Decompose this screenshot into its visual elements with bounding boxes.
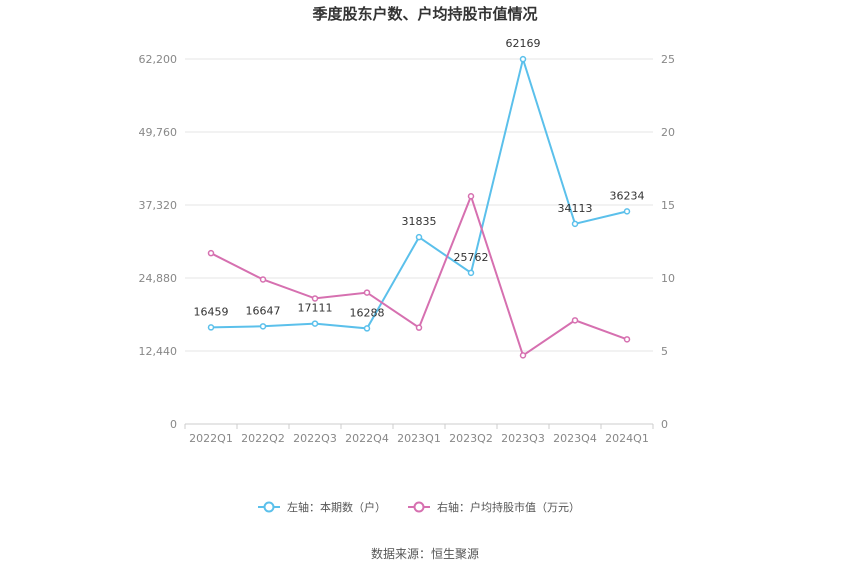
- x-tick-label: 2023Q4: [553, 432, 597, 445]
- legend-label: 左轴：本期数（户）: [287, 500, 386, 514]
- data-point-0[interactable]: [207, 324, 215, 331]
- legend-marker-icon: [413, 501, 425, 513]
- data-point-0[interactable]: [623, 208, 631, 215]
- series-lines: [207, 55, 631, 359]
- left-y-tick-label: 24,880: [139, 272, 178, 285]
- data-label: 34113: [558, 202, 593, 215]
- x-tick-label: 2024Q1: [605, 432, 649, 445]
- data-point-1[interactable]: [519, 352, 527, 359]
- data-label: 16288: [350, 306, 385, 319]
- data-point-1[interactable]: [207, 249, 215, 257]
- x-tick-label: 2022Q2: [241, 432, 285, 445]
- data-label: 36234: [610, 189, 645, 202]
- data-label: 16459: [194, 305, 229, 318]
- data-point-0[interactable]: [363, 325, 371, 332]
- left-y-tick-label: 12,440: [139, 345, 178, 358]
- legend[interactable]: 左轴：本期数（户） 右轴：户均持股市值（万元）: [258, 500, 580, 514]
- x-tick-label: 2023Q3: [501, 432, 545, 445]
- data-labels: 16459 16647 17111 16288 31835 25762 62169 34113…: [194, 37, 645, 319]
- left-y-tick-label: 62,200: [139, 53, 178, 66]
- legend-item-0[interactable]: 左轴：本期数（户）: [258, 500, 386, 514]
- right-y-tick-label: 0: [661, 418, 668, 431]
- data-point-0[interactable]: [415, 233, 423, 241]
- x-tick-label: 2023Q1: [397, 432, 441, 445]
- left-y-tick-label: 0: [170, 418, 177, 431]
- data-label: 31835: [402, 215, 437, 228]
- x-tick-label: 2022Q1: [189, 432, 233, 445]
- series-line-0: [210, 55, 628, 330]
- left-y-tick-label: 37,320: [139, 199, 178, 212]
- data-point-1[interactable]: [623, 336, 631, 343]
- data-label: 17111: [298, 302, 333, 315]
- x-tick-label: 2023Q2: [449, 432, 493, 445]
- right-y-tick-label: 5: [661, 345, 668, 358]
- data-label: 25762: [454, 251, 489, 264]
- x-tick-label: 2022Q4: [345, 432, 389, 445]
- data-point-0[interactable]: [467, 269, 475, 277]
- data-point-0[interactable]: [311, 320, 319, 327]
- data-label: 62169: [506, 37, 541, 50]
- right-y-tick-label: 25: [661, 53, 675, 66]
- x-tick-label: 2022Q3: [293, 432, 337, 445]
- data-point-0[interactable]: [571, 220, 579, 228]
- legend-label: 右轴：户均持股市值（万元）: [437, 500, 580, 514]
- data-point-1[interactable]: [311, 295, 319, 302]
- right-y-tick-label: 15: [661, 199, 675, 212]
- data-point-1[interactable]: [363, 289, 371, 296]
- axes: 012,44024,88037,32049,76062,200051015202…: [139, 53, 676, 445]
- right-y-tick-label: 20: [661, 126, 675, 139]
- data-point-0[interactable]: [259, 323, 267, 330]
- left-y-tick-label: 49,760: [139, 126, 178, 139]
- data-point-1[interactable]: [259, 276, 267, 283]
- right-y-tick-label: 10: [661, 272, 675, 285]
- grid-lines: [185, 58, 653, 425]
- legend-item-1[interactable]: 右轴：户均持股市值（万元）: [408, 500, 580, 514]
- data-label: 16647: [246, 304, 281, 317]
- source-note: 数据来源：恒生聚源: [371, 546, 479, 561]
- data-point-1[interactable]: [467, 192, 475, 200]
- data-point-0[interactable]: [519, 55, 527, 63]
- data-point-1[interactable]: [571, 317, 579, 324]
- legend-marker-icon: [263, 501, 275, 513]
- data-point-1[interactable]: [415, 324, 423, 331]
- chart-title: 季度股东户数、户均持股市值情况: [312, 5, 537, 23]
